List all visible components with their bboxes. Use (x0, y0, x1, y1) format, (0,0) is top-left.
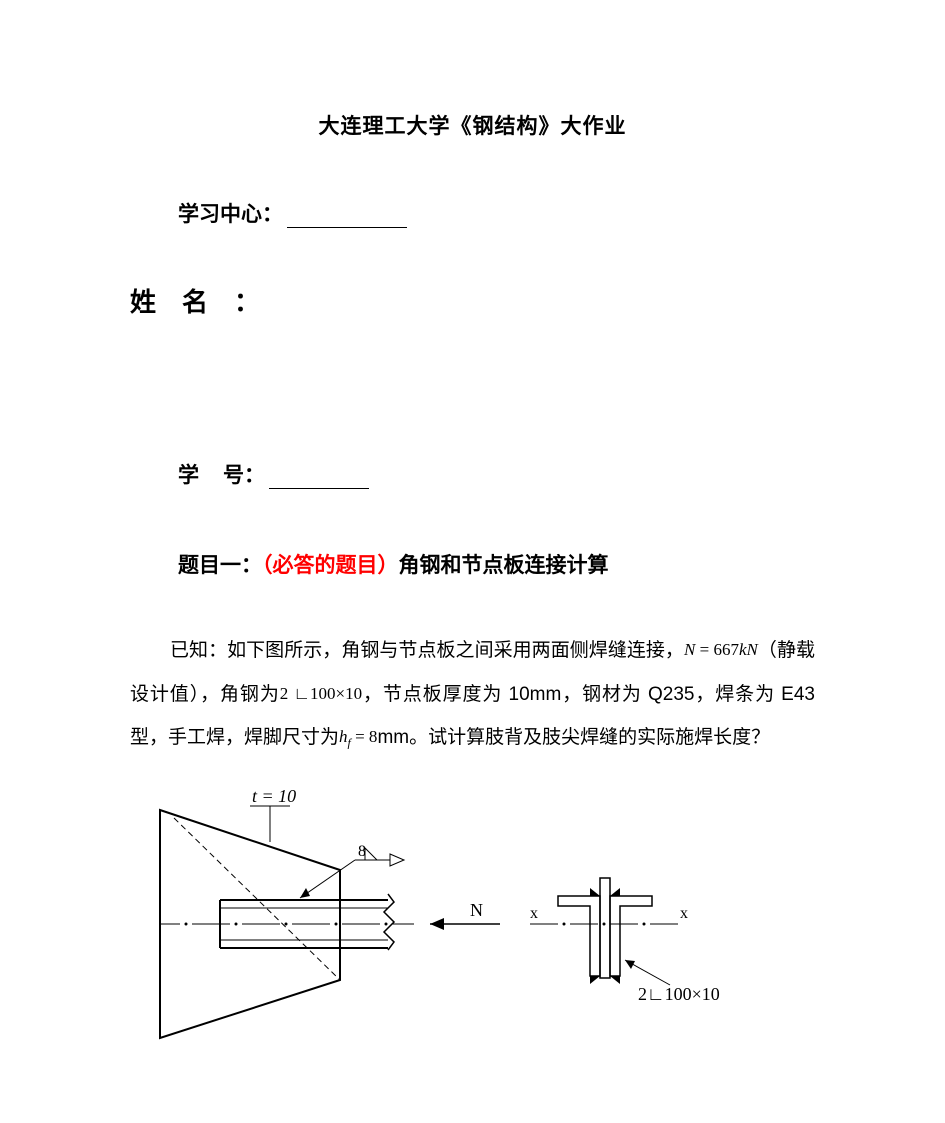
angle-spec: 100×10 (310, 684, 362, 703)
section-axis-line (530, 923, 678, 925)
text-s1: 如下图所示，角钢与节点板之间采用两面侧焊缝连接， (227, 640, 684, 661)
weld-flag-icon (390, 854, 404, 866)
force-label: N (470, 900, 483, 920)
left-view: t = 10 8 (160, 790, 500, 1038)
learning-center-row: 学习中心： (178, 198, 815, 228)
page: 大连理工大学《钢结构》大作业 学习中心： 姓名： 学号： 题目一：（必答的题目）… (0, 0, 945, 1123)
student-id-label-1: 学 (178, 464, 223, 487)
section-angle-left (558, 896, 600, 976)
section-view: x x 2∟100×10 (530, 878, 720, 1004)
student-id-row: 学号： (178, 459, 815, 489)
connection-diagram: t = 10 8 (130, 790, 770, 1050)
section-spec-label: 2∟100×10 (638, 984, 720, 1004)
axis-label-right: x (680, 905, 688, 922)
text-s3: 角钢为 (220, 684, 280, 705)
question-rest: 角钢和节点板连接计算 (399, 554, 609, 577)
text-s5: 尺寸为 (282, 727, 339, 748)
student-id-blank (269, 466, 369, 489)
axis-label-left: x (530, 905, 538, 922)
question-title: 题目一：（必答的题目）角钢和节点板连接计算 (178, 549, 815, 579)
weld-fillet-bl-icon (590, 976, 600, 984)
weld-triangle-icon (365, 848, 377, 860)
doc-title: 大连理工大学《钢结构》大作业 (130, 110, 815, 140)
break-symbol (384, 894, 394, 950)
text-s6: mm。试计算肢背及肢尖焊缝的实际施焊长度？ (377, 727, 770, 748)
learning-center-blank (287, 205, 407, 228)
weld-fillet-tr-icon (610, 888, 620, 896)
learning-center-label: 学习中心： (178, 203, 283, 226)
left-axis-line (160, 923, 414, 925)
section-gusset-plate (600, 878, 610, 978)
problem-statement: 已知：如下图所示，角钢与节点板之间采用两面侧焊缝连接，N = 667kN（静载设… (130, 629, 815, 760)
question-required-tag: （必答的题目） (262, 554, 399, 577)
force-arrowhead-icon (430, 918, 444, 930)
weld-size-label: 8 (358, 843, 366, 860)
known-label: 已知： (170, 640, 227, 661)
angle-spec-prefix: 2 ∟ (280, 684, 310, 703)
diagram-container: t = 10 8 (130, 790, 815, 1050)
student-id-label-2: 号： (223, 464, 265, 487)
question-prefix: 题目一： (178, 554, 262, 577)
weld-fillet-br-icon (610, 976, 620, 984)
name-row: 姓名： (130, 282, 815, 319)
formula-N: N = 667kN (684, 640, 758, 659)
formula-hf: hf = 8 (339, 727, 377, 746)
weld-leader-arrowhead-icon (300, 888, 310, 898)
weld-fillet-tl-icon (590, 888, 600, 896)
name-label: 姓名： (130, 287, 286, 317)
thickness-label: t = 10 (252, 790, 296, 806)
